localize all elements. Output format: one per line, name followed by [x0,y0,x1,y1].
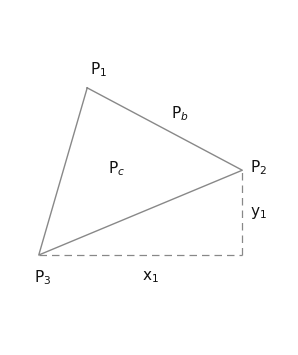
Text: P$_b$: P$_b$ [171,104,188,123]
Text: P$_c$: P$_c$ [108,159,125,178]
Text: y$_1$: y$_1$ [249,204,266,220]
Text: P$_2$: P$_2$ [249,158,267,177]
Text: P$_3$: P$_3$ [34,268,51,287]
Text: P$_1$: P$_1$ [90,61,107,80]
Text: x$_1$: x$_1$ [142,269,159,285]
